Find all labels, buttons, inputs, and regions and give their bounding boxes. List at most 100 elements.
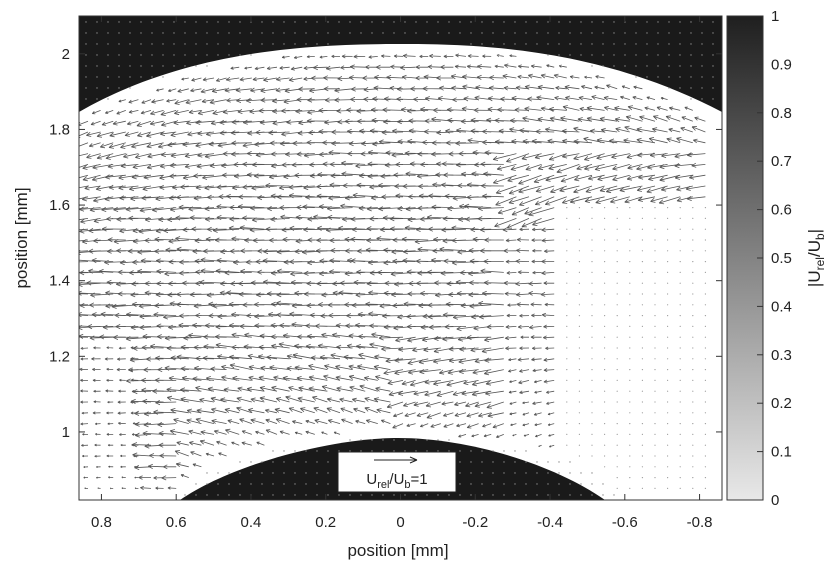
velocity-vector bbox=[667, 390, 669, 392]
velocity-vector bbox=[190, 88, 202, 93]
velocity-vector bbox=[307, 97, 328, 103]
grid-dot bbox=[635, 76, 637, 78]
velocity-vector bbox=[623, 138, 643, 144]
velocity-vector bbox=[169, 162, 189, 168]
velocity-vector bbox=[132, 259, 152, 265]
velocity-vector bbox=[117, 291, 139, 297]
grid-dot bbox=[162, 21, 164, 23]
velocity-vector bbox=[578, 412, 581, 414]
velocity-vector bbox=[88, 248, 114, 254]
velocity-vector bbox=[134, 464, 152, 470]
velocity-vector bbox=[629, 261, 631, 263]
velocity-vector bbox=[216, 440, 227, 446]
velocity-vector bbox=[704, 423, 707, 425]
velocity-vector bbox=[525, 164, 542, 171]
velocity-vector bbox=[515, 85, 530, 91]
grid-dot bbox=[492, 483, 494, 485]
velocity-vector bbox=[510, 423, 517, 426]
velocity-vector bbox=[594, 164, 618, 171]
velocity-vector bbox=[506, 218, 530, 229]
velocity-vector bbox=[421, 336, 441, 342]
grid-dot bbox=[492, 461, 494, 463]
grid-dot bbox=[316, 483, 318, 485]
grid-dot bbox=[294, 483, 296, 485]
grid-dot bbox=[184, 21, 186, 23]
velocity-vector bbox=[616, 315, 618, 317]
grid-dot bbox=[657, 65, 659, 67]
velocity-vector bbox=[359, 128, 378, 134]
velocity-vector bbox=[219, 119, 240, 125]
velocity-vector bbox=[447, 369, 467, 375]
reference-box bbox=[337, 451, 457, 493]
velocity-vector bbox=[654, 401, 656, 403]
velocity-vector bbox=[276, 268, 303, 274]
velocity-vector bbox=[254, 313, 278, 319]
velocity-vector bbox=[460, 118, 479, 124]
velocity-vector bbox=[654, 261, 656, 263]
grid-dot bbox=[184, 43, 186, 45]
grid-dot bbox=[217, 21, 219, 23]
velocity-vector bbox=[517, 270, 530, 275]
velocity-vector bbox=[463, 380, 479, 386]
velocity-vector bbox=[212, 303, 240, 309]
grid-dot bbox=[173, 65, 175, 67]
grid-dot bbox=[239, 43, 241, 45]
velocity-vector bbox=[375, 375, 391, 381]
velocity-vector bbox=[704, 336, 707, 338]
grid-dot bbox=[294, 461, 296, 463]
velocity-vector bbox=[204, 206, 227, 212]
grid-dot bbox=[591, 494, 593, 496]
grid-dot bbox=[129, 32, 131, 34]
velocity-vector bbox=[591, 217, 593, 219]
velocity-vector bbox=[442, 312, 467, 318]
grid-dot bbox=[569, 54, 571, 56]
grid-dot bbox=[701, 54, 703, 56]
grid-dot bbox=[305, 21, 307, 23]
grid-dot bbox=[591, 32, 593, 34]
velocity-vector bbox=[566, 358, 568, 360]
velocity-vector bbox=[286, 366, 303, 372]
grid-dot bbox=[547, 43, 549, 45]
grid-dot bbox=[525, 461, 527, 463]
grid-dot bbox=[646, 76, 648, 78]
velocity-vector bbox=[385, 150, 404, 156]
velocity-vector bbox=[639, 115, 656, 122]
grid-dot bbox=[690, 65, 692, 67]
velocity-vector bbox=[532, 249, 542, 253]
grid-dot bbox=[679, 65, 681, 67]
grid-dot bbox=[558, 483, 560, 485]
grid-dot bbox=[525, 21, 527, 23]
grid-dot bbox=[569, 32, 571, 34]
velocity-vector bbox=[654, 293, 656, 295]
velocity-vector bbox=[151, 99, 164, 104]
velocity-vector bbox=[524, 207, 542, 215]
velocity-vector bbox=[667, 304, 669, 306]
velocity-vector bbox=[629, 487, 631, 489]
grid-dot bbox=[481, 483, 483, 485]
velocity-vector bbox=[118, 421, 126, 425]
velocity-vector bbox=[566, 250, 568, 252]
velocity-vector bbox=[686, 152, 706, 158]
grid-dot bbox=[470, 483, 472, 485]
grid-dot bbox=[217, 54, 219, 56]
velocity-vector bbox=[119, 433, 126, 436]
grid-dot bbox=[261, 32, 263, 34]
velocity-vector bbox=[79, 314, 89, 316]
velocity-vector bbox=[679, 325, 681, 327]
velocity-vector bbox=[138, 228, 164, 234]
velocity-vector bbox=[205, 216, 227, 222]
velocity-vector bbox=[581, 85, 593, 90]
velocity-vector bbox=[547, 138, 567, 144]
velocity-vector bbox=[591, 401, 593, 403]
velocity-vector bbox=[216, 215, 240, 221]
velocity-vector bbox=[195, 280, 215, 286]
grid-dot bbox=[558, 32, 560, 34]
velocity-vector bbox=[641, 477, 644, 479]
grid-dot bbox=[338, 32, 340, 34]
velocity-vector bbox=[519, 369, 530, 373]
velocity-vector bbox=[610, 196, 630, 204]
velocity-vector bbox=[686, 195, 706, 201]
velocity-vector bbox=[535, 129, 555, 135]
grid-dot bbox=[613, 32, 615, 34]
velocity-vector bbox=[286, 119, 303, 125]
